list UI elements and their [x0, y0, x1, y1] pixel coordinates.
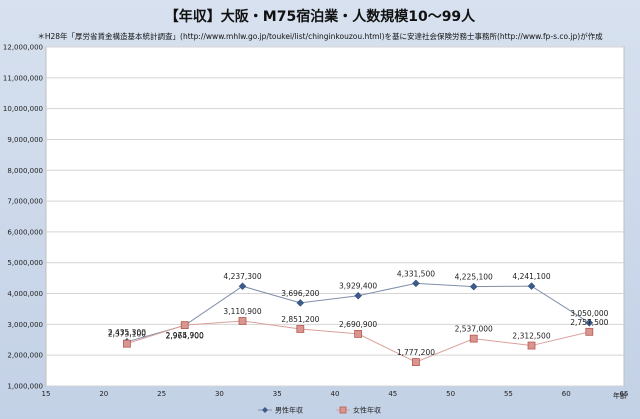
- x-tick-label: 30: [215, 390, 224, 398]
- y-tick-label: 12,000,000: [3, 44, 43, 52]
- x-axis-ticks: 15 20 25 30 35 40 45 50 55 60 65: [42, 390, 629, 398]
- y-tick-label: 1,000,000: [7, 383, 43, 391]
- x-tick-label: 35: [273, 390, 282, 398]
- data-point: [354, 329, 363, 338]
- data-point: [469, 282, 478, 291]
- y-tick-label: 4,000,000: [7, 290, 43, 298]
- data-point: [238, 282, 247, 291]
- data-label: 2,975,900: [166, 331, 204, 340]
- grid-lines: [46, 46, 624, 387]
- data-point: [296, 299, 305, 307]
- plot-area: [45, 46, 625, 387]
- data-point: [527, 341, 536, 350]
- data-label: 2,435,300: [108, 328, 146, 337]
- data-label: 3,050,000: [570, 309, 608, 318]
- data-label: 2,690,900: [339, 320, 377, 329]
- data-label: 4,331,500: [397, 269, 435, 278]
- y-tick-label: 7,000,000: [7, 198, 43, 206]
- chart-title: 【年収】大阪・M75宿泊業・人数規模10～99人: [164, 9, 476, 25]
- data-point: [354, 291, 362, 300]
- data-labels: 2,435,300 2,964,700 4,237,300 3,696,200 3,92…: [108, 269, 609, 357]
- x-tick-label: 65: [620, 390, 629, 398]
- data-point: [180, 321, 189, 330]
- x-tick-label: 20: [99, 390, 108, 398]
- y-tick-label: 10,000,000: [3, 105, 43, 113]
- x-tick-label: 50: [446, 390, 455, 398]
- legend-entry: 女性年収: [353, 406, 381, 415]
- x-tick-label: 60: [562, 390, 571, 398]
- data-point: [585, 327, 594, 336]
- y-tick-label: 2,000,000: [7, 352, 43, 360]
- data-point: [469, 334, 478, 343]
- chart-subtitle: ＊H28年「厚労省賃金構造基本統計調査」(http://www.mhlw.go.…: [37, 32, 603, 41]
- data-point: [412, 358, 420, 366]
- data-label: 2,537,000: [455, 325, 493, 334]
- y-tick-label: 6,000,000: [7, 228, 43, 236]
- x-tick-label: 25: [157, 390, 166, 398]
- data-point: [296, 325, 305, 333]
- data-label: 2,312,500: [512, 332, 550, 341]
- data-point: [527, 282, 536, 290]
- data-label: 3,110,900: [223, 307, 261, 316]
- data-label: 4,237,300: [223, 272, 261, 281]
- data-label: 4,241,100: [512, 272, 550, 281]
- legend: 男性年収 女性年収: [258, 406, 381, 415]
- data-point: [585, 318, 594, 327]
- series-group: [123, 279, 594, 366]
- data-label: 4,225,100: [455, 273, 493, 282]
- legend-marker: [262, 407, 268, 413]
- data-label: 3,929,400: [339, 282, 377, 291]
- data-point: [412, 279, 420, 288]
- data-label: 2,373,100: [108, 330, 146, 339]
- x-tick-label: 55: [504, 390, 513, 398]
- data-label: 3,696,200: [281, 289, 319, 298]
- x-tick-label: 40: [331, 390, 340, 398]
- y-tick-label: 11,000,000: [3, 74, 43, 82]
- data-label: 1,777,200: [397, 348, 435, 357]
- y-tick-label: 8,000,000: [7, 167, 43, 175]
- x-axis-label: 年齢: [613, 391, 627, 400]
- legend-entry: 男性年収: [275, 406, 303, 415]
- data-label: 2,757,500: [570, 318, 608, 327]
- data-label: 2,851,200: [281, 315, 319, 324]
- data-point: [238, 317, 247, 325]
- y-tick-label: 5,000,000: [7, 259, 43, 267]
- y-axis-ticks: 1,000,000 2,000,000 3,000,000 4,000,000 5,00…: [3, 44, 43, 391]
- y-tick-label: 3,000,000: [7, 321, 43, 329]
- data-point: [123, 339, 131, 348]
- legend-marker: [339, 406, 347, 414]
- data-label: 2,964,700: [166, 331, 204, 340]
- x-tick-label: 45: [388, 390, 397, 398]
- x-tick-label: 15: [42, 390, 51, 398]
- y-tick-label: 9,000,000: [7, 136, 43, 144]
